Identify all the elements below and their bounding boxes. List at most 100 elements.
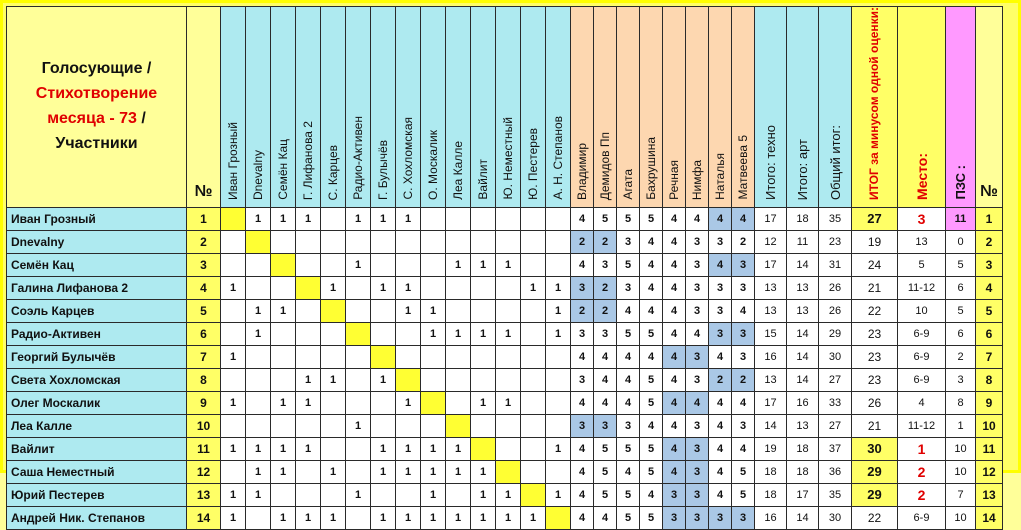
place-cell: 4 (897, 390, 946, 415)
artist-header-label: Бахрушина (644, 137, 658, 200)
participant-name: Георгий Булычёв (6, 344, 187, 369)
grand-total-cell: 35 (818, 206, 852, 231)
score-cell: 3 (662, 505, 686, 530)
place-cell: 11-12 (897, 275, 946, 300)
artist-header-label: Агата (621, 169, 635, 200)
score-cell: 4 (570, 482, 594, 507)
participant-name: Вайлит (6, 436, 187, 461)
self-vote-cell (320, 298, 346, 323)
pzs-cell: 2 (945, 344, 976, 369)
grand-total-cell: 27 (818, 413, 852, 438)
grand-total-cell: 27 (818, 367, 852, 392)
row-number: 8 (186, 367, 221, 392)
score-cell: 3 (593, 252, 617, 277)
score-cell: 5 (731, 459, 755, 484)
score-cell: 3 (731, 344, 755, 369)
vote-cell: 1 (370, 436, 396, 461)
vote-cell (520, 298, 546, 323)
grand-total-cell: 26 (818, 275, 852, 300)
vote-cell (320, 413, 346, 438)
vote-cell: 1 (470, 321, 496, 346)
self-vote-cell (520, 482, 546, 507)
score-cell: 4 (593, 505, 617, 530)
score-cell: 2 (708, 367, 732, 392)
score-cell: 5 (731, 482, 755, 507)
pzs-cell: 3 (945, 367, 976, 392)
score-cell: 4 (570, 390, 594, 415)
corner-line-contest: Стихотворение месяца - 73 / (13, 82, 180, 132)
participant-name: Леа Калле (6, 413, 187, 438)
self-vote-cell (445, 413, 471, 438)
artist-header: Владимир (570, 6, 594, 208)
vote-cell: 1 (370, 505, 396, 530)
vote-cell (420, 206, 446, 231)
vote-cell (545, 367, 571, 392)
grand-total-cell: 35 (818, 482, 852, 507)
row-number-end: 8 (975, 367, 1003, 392)
result-cell: 23 (851, 344, 898, 369)
score-cell: 3 (685, 367, 709, 392)
result-cell: 29 (851, 459, 898, 484)
vote-cell (295, 229, 321, 254)
voter-header-label: Г. Лифанова 2 (301, 120, 315, 200)
voter-header-label: Вайлит (476, 159, 490, 200)
score-cell: 2 (731, 367, 755, 392)
vote-cell (495, 298, 521, 323)
score-cell: 2 (570, 229, 594, 254)
vote-cell (420, 413, 446, 438)
vote-cell: 1 (420, 482, 446, 507)
vote-cell: 1 (495, 482, 521, 507)
vote-cell: 1 (220, 344, 246, 369)
score-cell: 4 (662, 436, 686, 461)
techno-total-cell: 13 (754, 275, 787, 300)
vote-cell: 1 (395, 459, 421, 484)
voter-header-label: Радио-Активен (351, 116, 365, 200)
vote-cell (320, 436, 346, 461)
voter-header: Радио-Активен (345, 6, 371, 208)
vote-cell (445, 298, 471, 323)
vote-cell: 1 (270, 206, 296, 231)
result-cell: 23 (851, 321, 898, 346)
art-total-cell: 13 (786, 413, 819, 438)
score-cell: 4 (662, 298, 686, 323)
vote-cell (320, 390, 346, 415)
header-row: Голосующие / Стихотворение месяца - 73 /… (6, 6, 1003, 208)
score-cell: 4 (639, 252, 663, 277)
pzs-cell: 6 (945, 275, 976, 300)
techno-total-cell: 16 (754, 505, 787, 530)
pzs-cell: 1 (945, 413, 976, 438)
vote-cell (395, 482, 421, 507)
score-cell: 4 (570, 252, 594, 277)
techno-total-cell: 17 (754, 390, 787, 415)
vote-cell (520, 436, 546, 461)
table-row: Андрей Ник. Степанов 14 1 1 1 1 1 1 1 1 1 1 1 4 4 5 5 3 3 3… (6, 505, 1003, 530)
score-cell: 4 (708, 459, 732, 484)
art-total-cell: 16 (786, 390, 819, 415)
place-header-label: Место: (913, 153, 930, 200)
vote-cell: 1 (270, 505, 296, 530)
vote-cell (395, 229, 421, 254)
self-vote-cell (420, 390, 446, 415)
vote-cell: 1 (445, 321, 471, 346)
vote-cell (420, 275, 446, 300)
score-cell: 4 (616, 390, 640, 415)
vote-cell: 1 (395, 298, 421, 323)
vote-cell (345, 344, 371, 369)
vote-cell (220, 321, 246, 346)
score-cell: 2 (570, 298, 594, 323)
score-cell: 3 (708, 505, 732, 530)
vote-cell: 1 (470, 505, 496, 530)
score-cell: 4 (662, 206, 686, 231)
score-cell: 4 (731, 206, 755, 231)
vote-cell: 1 (245, 321, 271, 346)
vote-cell: 1 (345, 252, 371, 277)
score-cell: 3 (708, 229, 732, 254)
voter-header: Г. Булычёв (370, 6, 396, 208)
row-number: 11 (186, 436, 221, 461)
voter-header: С. Карцев (320, 6, 346, 208)
pzs-cell: 10 (945, 436, 976, 461)
grand-total-cell: 31 (818, 252, 852, 277)
artist-header-label: Наталья (713, 153, 727, 200)
row-number-end: 5 (975, 298, 1003, 323)
score-cell: 3 (708, 321, 732, 346)
